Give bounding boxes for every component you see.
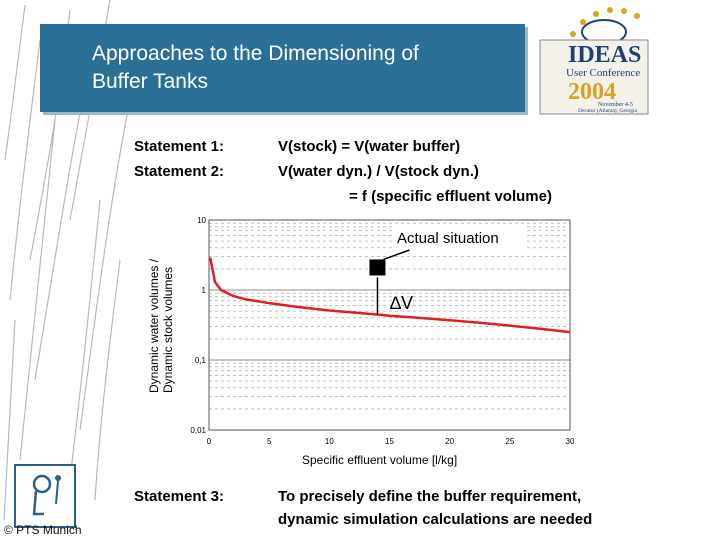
logo-place: Decatur (Atlanta), Georgia (578, 107, 638, 114)
statement2-text-line1: V(water dyn.) / V(stock dyn.) (278, 163, 479, 180)
statement1-text: V(stock) = V(water buffer) (278, 138, 461, 155)
x-tick-label: 20 (445, 437, 454, 446)
x-tick-label: 25 (505, 437, 514, 446)
pts-logo-icon (14, 464, 76, 528)
statement3-label: Statement 3: (134, 488, 225, 505)
y-tick-label: 0,01 (190, 426, 206, 435)
logo-year: 2004 (568, 79, 616, 105)
y-tick-label: 1 (202, 286, 207, 295)
statement1-label: Statement 1: (134, 138, 225, 155)
curve-series (208, 257, 571, 334)
chart-ticks: 10 1 0,1 0,010 5 10 15 20 25 30 (190, 216, 575, 446)
copyright-text: © PTS Munich (4, 523, 82, 537)
y-tick-label: 10 (197, 216, 206, 225)
title-banner (40, 24, 525, 112)
actual-situation-point (369, 259, 386, 276)
x-tick-label: 10 (325, 437, 334, 446)
statement2-label: Statement 2: (134, 163, 225, 180)
x-axis-label: Specific effluent volume [l/kg] (302, 453, 457, 467)
ideas-logo-icon: IDEAS User Conference 2004 November 4-5 … (539, 7, 649, 115)
plot-frame (208, 219, 571, 431)
x-tick-label: 0 (207, 437, 212, 446)
slide-title-line2: Buffer Tanks (92, 70, 208, 93)
logo-date: November 4-5 (598, 102, 633, 108)
slide-title-line1: Approaches to the Dimensioning of (92, 42, 419, 65)
delta-v-label: ∆V (390, 293, 413, 313)
statement2-text-line2: = f (specific effluent volume) (349, 188, 552, 205)
x-tick-label: 30 (566, 437, 575, 446)
slide-title: Approaches to the Dimensioning of Buffer… (92, 40, 512, 96)
x-tick-label: 15 (385, 437, 394, 446)
statement3-text-line1: To precisely define the buffer requireme… (278, 488, 582, 505)
y-tick-label: 0,1 (195, 356, 207, 365)
x-tick-label: 5 (267, 437, 272, 446)
y-axis-label-line1: Dynamic water volumes / (147, 258, 161, 393)
y-axis-label-line2: Dynamic stock volumes (161, 267, 175, 393)
callout-line (383, 249, 410, 261)
logo-name: IDEAS (568, 42, 641, 68)
actual-situation-label-bg (392, 225, 524, 249)
statement3-text-line2: dynamic simulation calculations are need… (278, 511, 593, 528)
actual-situation-label: Actual situation (397, 230, 499, 247)
logo-subtitle: User Conference (566, 67, 640, 79)
